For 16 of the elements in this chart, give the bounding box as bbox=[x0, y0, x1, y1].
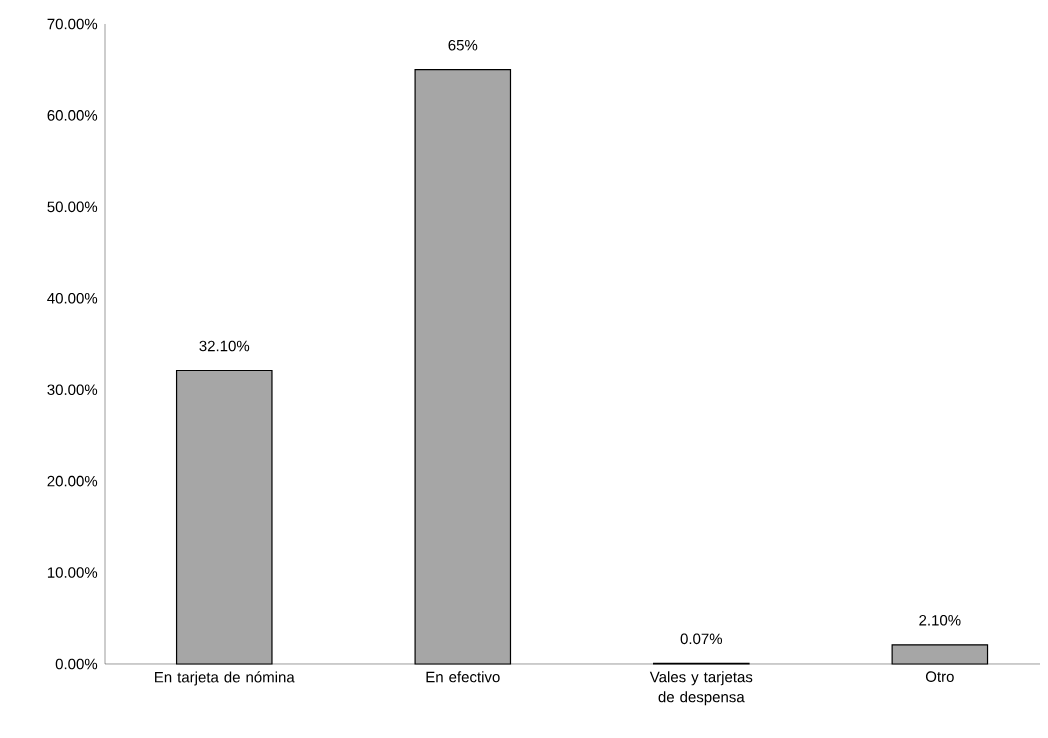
data-label: 0.07% bbox=[680, 633, 723, 645]
y-tick-label: 60.00% bbox=[47, 110, 98, 121]
y-tick-label: 70.00% bbox=[47, 18, 98, 30]
y-tick-label: 30.00% bbox=[47, 384, 98, 395]
data-label: 32.10% bbox=[199, 340, 250, 352]
x-tick-label: Vales y tarjetas de despensa bbox=[649, 671, 753, 706]
x-tick-label: Otro bbox=[925, 671, 954, 682]
data-label: 2.10% bbox=[919, 614, 961, 626]
data-label: 65% bbox=[448, 39, 478, 51]
x-tick-label: En efectivo bbox=[426, 671, 500, 683]
y-tick-label: 0.00% bbox=[55, 658, 98, 670]
y-tick-label: 20.00% bbox=[47, 475, 98, 487]
y-tick-label: 40.00% bbox=[47, 292, 98, 304]
y-tick-label: 50.00% bbox=[47, 201, 98, 213]
y-tick-label: 10.00% bbox=[47, 567, 98, 578]
x-tick-label: En tarjeta de nómina bbox=[155, 671, 295, 686]
